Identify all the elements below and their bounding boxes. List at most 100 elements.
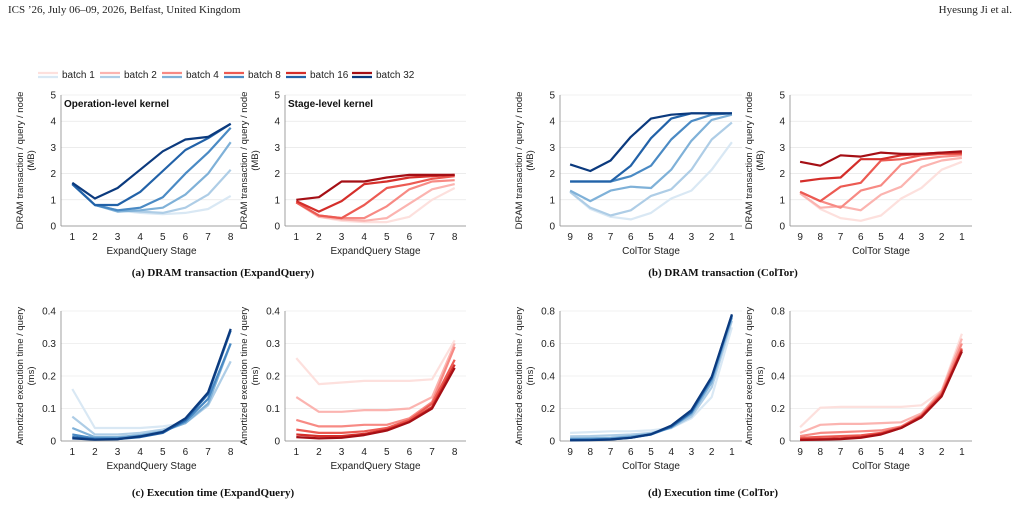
y-axis-unit: (ms) [755, 367, 766, 386]
legend-label: batch 16 [310, 70, 349, 81]
charts: 0 1 2 3 4 5 1 2 3 4 5 6 7 8 ExpandQuery Stage DRAM tran… [15, 91, 972, 472]
x-tick-label: 5 [648, 447, 654, 458]
y-tick-label: 5 [50, 91, 56, 102]
x-tick-label: 5 [160, 447, 166, 458]
x-tick-label: 1 [729, 447, 735, 458]
x-axis-label: ExpandQuery Stage [330, 461, 420, 472]
x-tick-label: 2 [92, 232, 98, 243]
y-tick-label: 0 [50, 222, 56, 233]
y-tick-label: 4 [50, 117, 56, 128]
y-tick-label: 0.1 [266, 404, 280, 415]
y-tick-label: 0.6 [541, 339, 555, 350]
series-line [570, 313, 733, 442]
series-line [799, 150, 962, 167]
y-tick-label: 0.4 [541, 372, 555, 383]
x-tick-label: 4 [137, 232, 143, 243]
legend-label: batch 2 [124, 70, 157, 81]
legend-label: batch 32 [376, 70, 415, 81]
series-line [799, 156, 963, 212]
x-tick-label: 3 [115, 232, 121, 243]
y-tick-label: 0.2 [42, 372, 56, 383]
x-tick-label: 4 [668, 447, 674, 458]
x-tick-label: 3 [115, 447, 121, 458]
series-line [799, 152, 962, 203]
series-line [569, 112, 732, 173]
y-tick-label: 3 [779, 143, 785, 154]
x-tick-label: 8 [228, 447, 234, 458]
y-axis-label: DRAM transaction / query / node [514, 92, 525, 230]
x-tick-label: 2 [709, 232, 715, 243]
x-tick-label: 8 [588, 232, 594, 243]
x-tick-label: 2 [92, 447, 98, 458]
x-tick-label: 5 [160, 232, 166, 243]
series-line [71, 122, 232, 207]
y-tick-label: 0.4 [42, 307, 56, 318]
chart-a2: 0 1 2 3 4 5 1 2 3 4 5 6 7 8 ExpandQuery Stage DRAM tran… [239, 91, 466, 257]
x-tick-label: 3 [689, 232, 695, 243]
x-tick-label: 7 [205, 232, 211, 243]
caption-a: (a) DRAM transaction (ExpandQuery) [132, 267, 315, 279]
x-tick-label: 8 [228, 232, 234, 243]
running-header-right: Hyesung Ji et al. [938, 4, 1012, 16]
y-axis-unit: (MB) [525, 150, 536, 171]
y-tick-label: 0 [274, 437, 280, 448]
x-tick-label: 6 [628, 232, 634, 243]
legend: batch 1 batch 2 batch 4 batch 8 batch 16 batc… [38, 70, 415, 81]
y-tick-label: 0.3 [266, 339, 280, 350]
y-tick-label: 3 [274, 143, 280, 154]
y-tick-label: 5 [549, 91, 555, 102]
chart-d1: 0 0.2 0.4 0.6 0.8 9 8 7 6 5 4 3 2 1 ColTor Stage Amorti… [514, 307, 742, 472]
x-tick-label: 4 [898, 447, 904, 458]
x-axis-label: ColTor Stage [852, 461, 910, 472]
y-tick-label: 4 [274, 117, 280, 128]
x-axis-label: ExpandQuery Stage [106, 461, 196, 472]
legend-entry: batch 4 [162, 70, 219, 81]
x-tick-label: 2 [316, 447, 322, 458]
caption-c: (c) Execution time (ExpandQuery) [132, 487, 295, 499]
y-axis-unit: (MB) [250, 150, 261, 171]
y-tick-label: 0.2 [541, 404, 555, 415]
y-axis-unit: (ms) [26, 367, 37, 386]
x-tick-label: 1 [70, 447, 76, 458]
series-line [295, 183, 455, 222]
x-tick-label: 6 [628, 447, 634, 458]
x-tick-label: 5 [648, 232, 654, 243]
series-line [295, 173, 455, 213]
legend-label: batch 4 [186, 70, 219, 81]
y-tick-label: 1 [549, 195, 555, 206]
legend-label: batch 1 [62, 70, 95, 81]
y-tick-label: 0.2 [266, 372, 280, 383]
x-tick-label: 4 [898, 232, 904, 243]
y-tick-label: 5 [274, 91, 280, 102]
y-tick-label: 4 [779, 117, 785, 128]
x-axis-label: ColTor Stage [852, 246, 910, 257]
x-tick-label: 2 [939, 447, 945, 458]
x-tick-label: 5 [384, 447, 390, 458]
y-tick-label: 0.4 [771, 372, 785, 383]
y-axis-label: DRAM transaction / query / node [15, 92, 26, 230]
x-tick-label: 1 [729, 232, 735, 243]
x-tick-label: 7 [838, 447, 844, 458]
y-axis-label: DRAM transaction / query / node [744, 92, 755, 230]
legend-entry: batch 16 [286, 70, 349, 81]
series-line [296, 359, 456, 434]
x-tick-label: 3 [339, 232, 345, 243]
y-tick-label: 1 [274, 195, 280, 206]
chart-c2: 0 0.1 0.2 0.3 0.4 1 2 3 4 5 6 7 8 ExpandQuery Stage Am… [239, 307, 466, 472]
y-tick-label: 0 [549, 437, 555, 448]
x-tick-label: 2 [316, 232, 322, 243]
y-axis-unit: (ms) [525, 367, 536, 386]
x-tick-label: 3 [339, 447, 345, 458]
y-axis-unit: (ms) [250, 367, 261, 386]
y-tick-label: 3 [50, 143, 56, 154]
y-tick-label: 3 [549, 143, 555, 154]
x-tick-label: 8 [452, 447, 458, 458]
x-tick-label: 7 [429, 447, 435, 458]
x-axis-label: ExpandQuery Stage [330, 246, 420, 257]
y-tick-label: 0 [549, 222, 555, 233]
series-line [71, 360, 232, 436]
x-tick-label: 6 [858, 232, 864, 243]
series-line [799, 333, 963, 428]
x-tick-label: 8 [588, 447, 594, 458]
